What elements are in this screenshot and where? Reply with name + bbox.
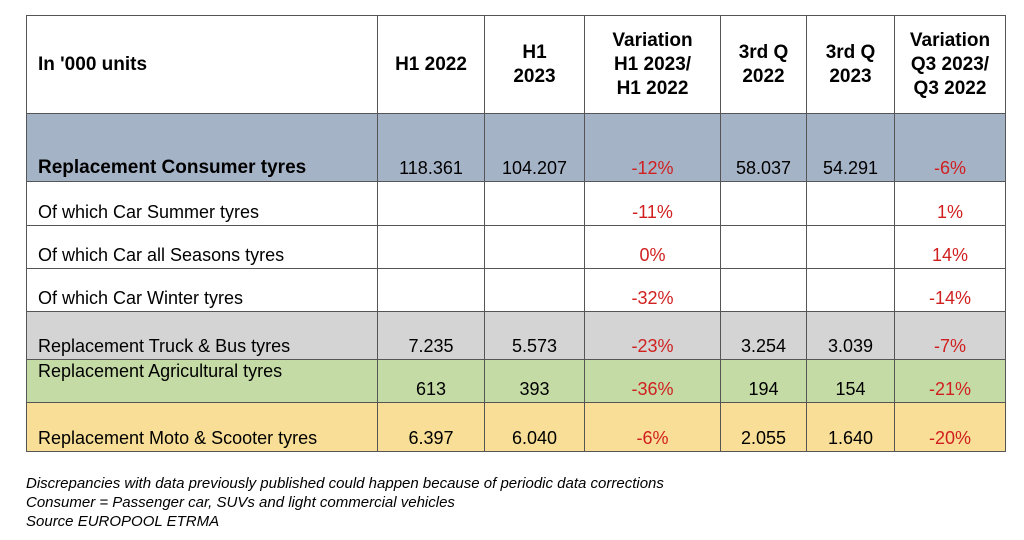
cell-q3-2022: 2.055	[721, 403, 807, 452]
cell-variation-h1: -12%	[585, 114, 721, 182]
cell-variation-h1: 0%	[585, 226, 721, 269]
cell-h1-2022: 6.397	[378, 403, 485, 452]
row-label: Replacement Consumer tyres	[27, 114, 378, 182]
footnotes: Discrepancies with data previously publi…	[26, 474, 664, 531]
cell-variation-q3: -7%	[895, 312, 1006, 360]
cell-variation-h1: -23%	[585, 312, 721, 360]
cell-variation-q3: 1%	[895, 182, 1006, 226]
cell-h1-2023: 5.573	[485, 312, 585, 360]
row-label: Replacement Agricultural tyres	[27, 360, 378, 403]
cell-q3-2022: 3.254	[721, 312, 807, 360]
cell-q3-2022	[721, 269, 807, 312]
table-row: Replacement Moto & Scooter tyres 6.397 6…	[27, 403, 1006, 452]
table-row: Of which Car Summer tyres -11% 1%	[27, 182, 1006, 226]
row-label: Of which Car all Seasons tyres	[27, 226, 378, 269]
cell-h1-2023: 104.207	[485, 114, 585, 182]
cell-variation-h1: -32%	[585, 269, 721, 312]
header-h1-2022: H1 2022	[378, 16, 485, 114]
cell-variation-q3: -14%	[895, 269, 1006, 312]
table-row: Of which Car all Seasons tyres 0% 14%	[27, 226, 1006, 269]
cell-h1-2023	[485, 226, 585, 269]
cell-h1-2022	[378, 182, 485, 226]
row-label: Replacement Truck & Bus tyres	[27, 312, 378, 360]
cell-variation-q3: -6%	[895, 114, 1006, 182]
header-units: In '000 units	[27, 16, 378, 114]
cell-h1-2023: 393	[485, 360, 585, 403]
cell-h1-2022: 7.235	[378, 312, 485, 360]
cell-variation-q3: 14%	[895, 226, 1006, 269]
cell-q3-2023	[807, 269, 895, 312]
cell-q3-2022: 194	[721, 360, 807, 403]
cell-q3-2023	[807, 182, 895, 226]
table-row: Replacement Agricultural tyres 613 393 -…	[27, 360, 1006, 403]
cell-h1-2022: 118.361	[378, 114, 485, 182]
row-label: Replacement Moto & Scooter tyres	[27, 403, 378, 452]
footnote-source: Source EUROPOOL ETRMA	[26, 513, 220, 530]
cell-variation-h1: -11%	[585, 182, 721, 226]
header-q3-2022: 3rd Q 2022	[721, 16, 807, 114]
header-variation-q3: Variation Q3 2023/ Q3 2022	[895, 16, 1006, 114]
cell-q3-2023	[807, 226, 895, 269]
cell-variation-h1: -6%	[585, 403, 721, 452]
header-h1-2023: H1 2023	[485, 16, 585, 114]
footnote-consumer-definition: Consumer = Passenger car, SUVs and light…	[26, 494, 455, 511]
cell-q3-2023: 54.291	[807, 114, 895, 182]
cell-h1-2022	[378, 269, 485, 312]
cell-h1-2022	[378, 226, 485, 269]
cell-variation-q3: -20%	[895, 403, 1006, 452]
cell-q3-2023: 154	[807, 360, 895, 403]
cell-q3-2022	[721, 226, 807, 269]
header-variation-h1: Variation H1 2023/ H1 2022	[585, 16, 721, 114]
header-q3-2023: 3rd Q 2023	[807, 16, 895, 114]
table-header-row: In '000 units H1 2022 H1 2023 Variation …	[27, 16, 1006, 114]
row-label: Of which Car Summer tyres	[27, 182, 378, 226]
table-row: Of which Car Winter tyres -32% -14%	[27, 269, 1006, 312]
tyre-sales-table: In '000 units H1 2022 H1 2023 Variation …	[26, 15, 1006, 452]
cell-h1-2023	[485, 269, 585, 312]
cell-h1-2022: 613	[378, 360, 485, 403]
row-label: Of which Car Winter tyres	[27, 269, 378, 312]
cell-q3-2023: 3.039	[807, 312, 895, 360]
table-row: Replacement Consumer tyres 118.361 104.2…	[27, 114, 1006, 182]
cell-variation-h1: -36%	[585, 360, 721, 403]
footnote-discrepancies: Discrepancies with data previously publi…	[26, 475, 664, 492]
table-row: Replacement Truck & Bus tyres 7.235 5.57…	[27, 312, 1006, 360]
cell-q3-2022: 58.037	[721, 114, 807, 182]
cell-variation-q3: -21%	[895, 360, 1006, 403]
cell-h1-2023: 6.040	[485, 403, 585, 452]
cell-q3-2023: 1.640	[807, 403, 895, 452]
cell-h1-2023	[485, 182, 585, 226]
cell-q3-2022	[721, 182, 807, 226]
